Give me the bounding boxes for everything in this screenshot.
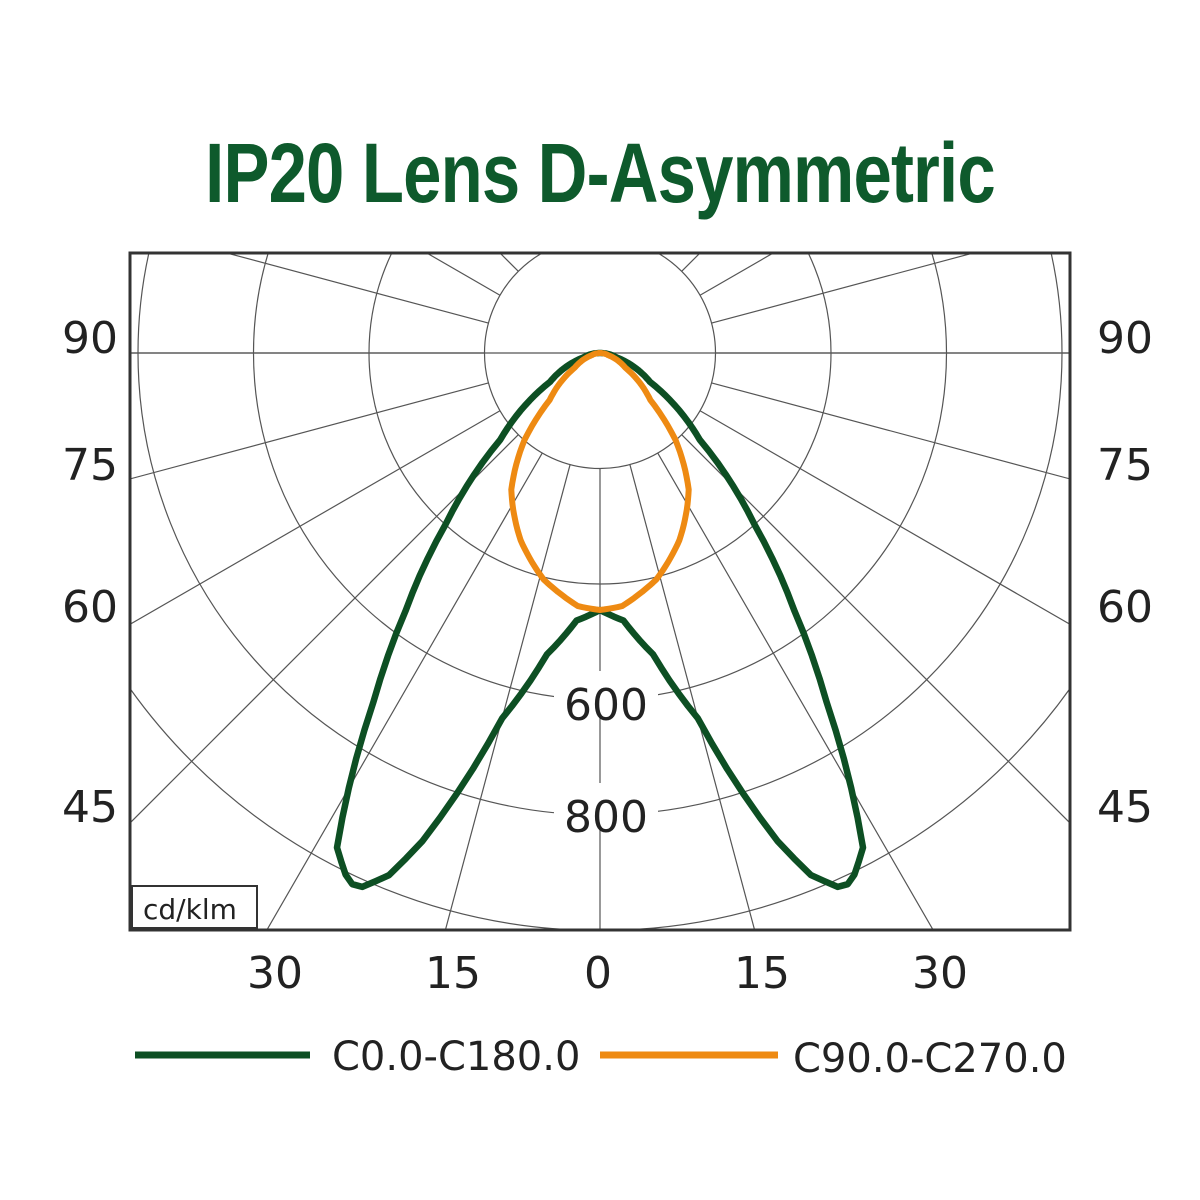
curves bbox=[333, 349, 867, 891]
grid-ray-150 bbox=[657, 253, 659, 254]
radial-label-bg bbox=[554, 671, 658, 715]
radial-label-600: 600 bbox=[564, 680, 648, 731]
grid-ray-135 bbox=[681, 253, 701, 272]
grid-ray-345 bbox=[444, 464, 571, 930]
radial-label-800: 800 bbox=[564, 792, 648, 843]
angle-label-left-75: 75 bbox=[62, 440, 118, 491]
grid-ray-225 bbox=[499, 253, 519, 272]
grid-ray-60 bbox=[699, 410, 1070, 626]
angle-label-bottom-1: 15 bbox=[425, 948, 481, 999]
grid-ray-255 bbox=[224, 253, 489, 324]
grid-ray-285 bbox=[130, 382, 489, 480]
chart-title: IP20 Lens D-Asymmetric bbox=[205, 126, 996, 220]
grid-ray-165 bbox=[630, 0, 833, 241]
grid-ray-15 bbox=[629, 464, 756, 930]
angle-label-right-60: 60 bbox=[1097, 582, 1153, 633]
legend-label-c0: C0.0-C180.0 bbox=[332, 1034, 580, 1080]
grid-ray-300 bbox=[130, 410, 501, 626]
grid-ray-240 bbox=[425, 253, 501, 296]
grid-ray-210 bbox=[541, 253, 543, 254]
grid-ray-195 bbox=[367, 0, 570, 241]
angle-label-bottom-4: 30 bbox=[912, 948, 968, 999]
angle-label-left-60: 60 bbox=[62, 582, 118, 633]
angle-label-left-90: 90 bbox=[62, 313, 118, 364]
unit-label: cd/klm bbox=[143, 893, 237, 926]
plot-frame bbox=[128, 251, 1072, 932]
angle-label-right-45: 45 bbox=[1097, 782, 1153, 833]
grid-ray-315 bbox=[130, 434, 519, 824]
grid-ray-105 bbox=[711, 253, 976, 324]
grid-ray-120 bbox=[699, 253, 775, 296]
radial-label-bg bbox=[554, 783, 658, 827]
angle-label-bottom-0: 30 bbox=[247, 948, 303, 999]
unit-box bbox=[131, 885, 258, 929]
angle-label-right-75: 75 bbox=[1097, 440, 1153, 491]
angle-label-bottom-3: 15 bbox=[734, 948, 790, 999]
angle-label-left-45: 45 bbox=[62, 782, 118, 833]
angle-label-bottom-2: 0 bbox=[584, 948, 612, 999]
grid-ray-45 bbox=[681, 434, 1070, 824]
grid-ray-75 bbox=[711, 382, 1070, 480]
series-1-curve bbox=[508, 350, 692, 613]
legend-label-c90: C90.0-C270.0 bbox=[793, 1036, 1067, 1082]
angle-label-right-90: 90 bbox=[1097, 313, 1153, 364]
